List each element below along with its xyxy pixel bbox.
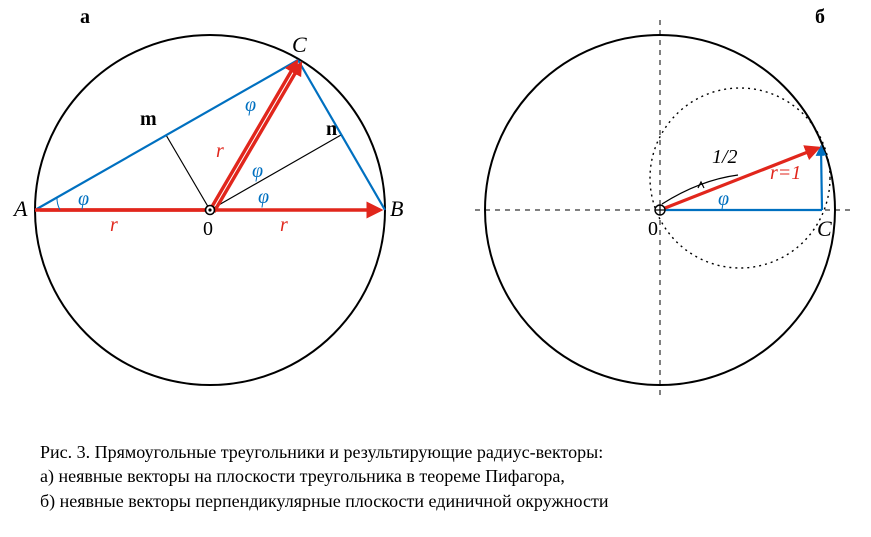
caption-line1: Рис. 3. Прямоугольные треугольники и рез… [40,440,840,464]
label-O-a: 0 [203,218,213,241]
label-A: A [14,196,27,222]
r-right: r [280,214,288,237]
panel-b-label: б [815,6,825,29]
label-n: n [326,118,337,141]
panel-b [475,20,850,400]
line-O-n [210,135,341,210]
label-O-b: 0 [648,218,658,241]
label-C-b: C [817,216,832,242]
vector-O-C-2 [214,65,300,212]
caption: Рис. 3. Прямоугольные треугольники и рез… [40,440,840,513]
phi-b: φ [718,188,729,211]
center-a-dot [208,208,211,211]
label-r1: r=1 [770,162,801,185]
phi-mid1: φ [252,160,263,183]
line-C-B [298,60,385,210]
r-up: r [216,140,224,163]
panel-a-label: а [80,6,90,29]
caption-line3: б) неявные векторы перпендикулярные плос… [40,489,840,513]
phi-A: φ [78,188,89,211]
label-half: 1/2 [712,146,738,169]
center-b [655,205,665,215]
line-C-up [821,147,822,210]
phi-mid2: φ [258,186,269,209]
geometry-svg [0,0,871,430]
label-C: C [292,32,307,58]
caption-line2: а) неявные векторы на плоскости треуголь… [40,464,840,488]
figure-canvas: а б A B C 0 m n φ φ φ φ r r r 0 C 1/2 r=… [0,0,871,537]
label-B: B [390,196,403,222]
arc-phi-A [57,197,60,210]
r-left: r [110,214,118,237]
line-O-m [166,135,210,210]
label-m: m [140,108,157,131]
phi-C1: φ [245,94,256,117]
